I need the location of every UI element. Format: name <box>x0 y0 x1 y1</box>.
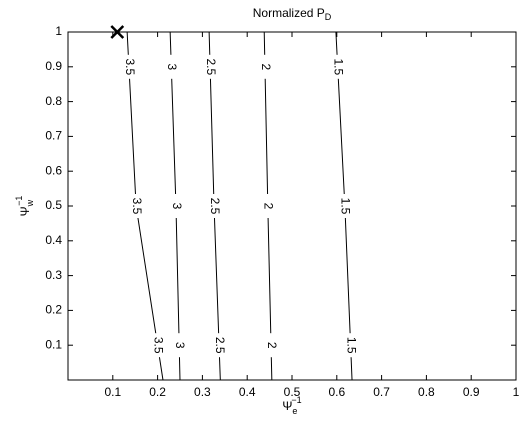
x-label-base: Ψ <box>282 399 292 413</box>
contour-label: 2.5 <box>213 337 227 354</box>
title-main: Normalized P <box>253 6 325 20</box>
contour-label: 3 <box>173 342 187 349</box>
contour-label: 2.5 <box>208 198 222 215</box>
contour-label-bg <box>343 333 358 358</box>
contour-label-bg <box>203 54 218 79</box>
contour-label: 1.5 <box>344 337 358 354</box>
contour-label-bg <box>172 333 187 358</box>
contour-label-bg <box>129 194 144 218</box>
y-tick-label: 1 <box>55 24 62 38</box>
x-label-sub: e <box>292 406 297 416</box>
contour-label-bg <box>337 194 352 218</box>
contour-label: 2 <box>262 203 276 210</box>
contour-label: 3.5 <box>151 337 165 354</box>
y-tick-label: 0.8 <box>45 94 62 108</box>
x-axis-label: Ψe−1 <box>282 395 301 416</box>
contour-label: 1.5 <box>332 58 346 75</box>
contour-label-bg <box>207 194 222 218</box>
contour-label-bg <box>164 54 179 79</box>
marker <box>110 25 125 39</box>
contour-label: 2 <box>265 342 279 349</box>
contour-label-bg <box>150 333 165 358</box>
contour-label: 3 <box>165 63 179 70</box>
x-tick-label: 0.7 <box>373 385 390 399</box>
x-tick-label: 0.6 <box>328 385 345 399</box>
contour-label-bg <box>257 54 272 79</box>
contour-label: 2 <box>259 63 273 70</box>
contour-label: 2.5 <box>204 58 218 75</box>
y-label-base: Ψ <box>18 206 32 216</box>
y-tick-label: 0.7 <box>45 129 62 143</box>
x-tick-label: 0.9 <box>463 385 480 399</box>
y-tick-label: 0.6 <box>45 163 62 177</box>
y-tick-label: 0.1 <box>45 337 62 351</box>
y-tick-label: 0.5 <box>45 198 62 212</box>
contour-label-bg <box>260 194 275 218</box>
y-tick-label: 0.4 <box>45 233 62 247</box>
contour-label: 3 <box>170 203 184 210</box>
y-tick-label: 0.2 <box>45 303 62 317</box>
x-tick-label: 0.4 <box>239 385 256 399</box>
x-tick-label: 1 <box>513 385 520 399</box>
x-tick-label: 0.1 <box>104 385 121 399</box>
x-tick-label: 0.5 <box>284 385 301 399</box>
y-label-sub: w <box>25 199 35 207</box>
y-tick-label: 0.9 <box>45 59 62 73</box>
contour-label-bg <box>264 333 279 358</box>
contour-label: 3.5 <box>130 198 144 215</box>
chart-title: Normalized PD <box>253 6 332 22</box>
x-tick-label: 0.8 <box>418 385 435 399</box>
contour-label-bg <box>121 54 136 79</box>
x-label-sup: −1 <box>291 395 301 405</box>
contour-label: 1.5 <box>339 198 353 215</box>
contour-label-bg <box>168 194 183 218</box>
x-tick-label: 0.3 <box>194 385 211 399</box>
y-label-sup: −1 <box>14 196 24 206</box>
y-axis-label: Ψw−1 <box>14 196 35 217</box>
y-tick-label: 0.3 <box>45 268 62 282</box>
contour-label-bg <box>330 54 345 79</box>
x-tick-label: 0.2 <box>149 385 166 399</box>
contour-label: 3.5 <box>123 58 137 75</box>
title-sub: D <box>325 12 332 22</box>
contour-label-bg <box>212 333 227 358</box>
